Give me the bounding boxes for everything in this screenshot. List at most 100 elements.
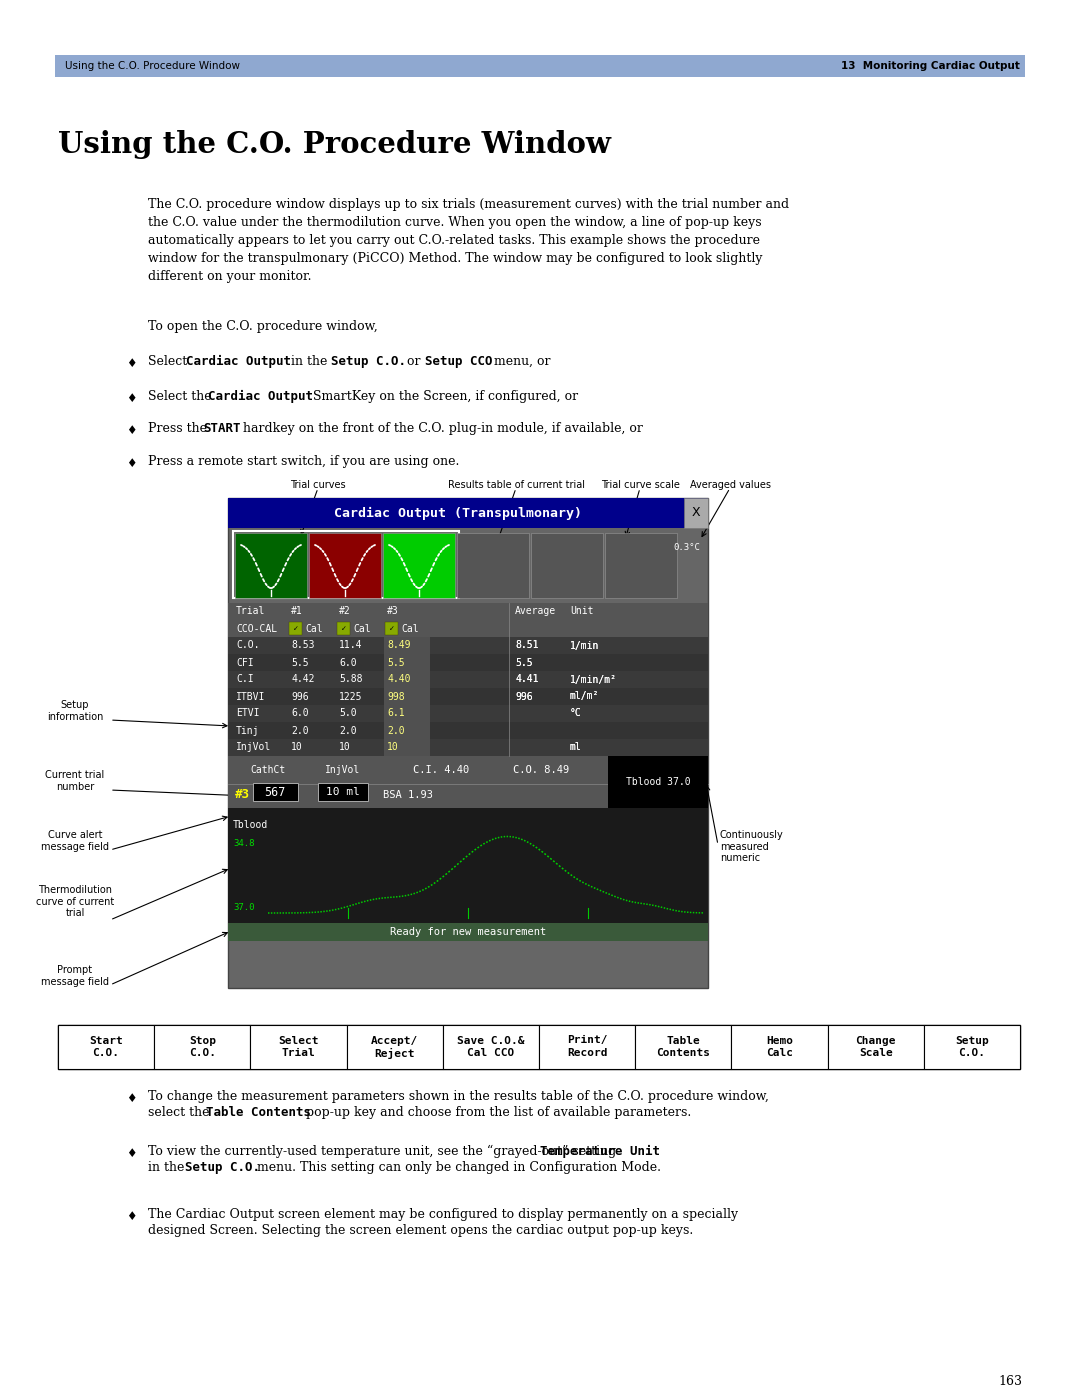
Bar (384, 722, 430, 739)
Text: Setup C.O.: Setup C.O. (332, 355, 406, 367)
Bar (384, 705, 430, 722)
Bar (384, 687, 430, 705)
Bar (384, 671, 430, 687)
Text: Unit: Unit (570, 606, 594, 616)
Text: #3: #3 (235, 788, 249, 802)
Text: Tblood: Tblood (233, 820, 268, 830)
Bar (228, 756, 708, 807)
Text: ml: ml (570, 742, 582, 753)
Text: 4.40: 4.40 (387, 675, 410, 685)
Text: Thermodilution
curve of current
trial: Thermodilution curve of current trial (36, 886, 114, 918)
Text: Setup: Setup (955, 1035, 989, 1045)
Text: Save C.O.&: Save C.O.& (457, 1035, 525, 1045)
Bar (228, 497, 708, 528)
Bar (635, 1025, 731, 1069)
Text: Trial curve scale: Trial curve scale (600, 481, 679, 490)
Text: Select the: Select the (148, 390, 216, 402)
Text: 8.49: 8.49 (387, 640, 410, 651)
Text: #1: #1 (291, 606, 302, 616)
Text: 2.0: 2.0 (291, 725, 309, 735)
Text: Select: Select (279, 1035, 319, 1045)
Bar (309, 534, 381, 598)
Text: Contents: Contents (657, 1049, 711, 1059)
Text: 37.0: 37.0 (233, 904, 255, 912)
Bar (531, 534, 603, 598)
Text: Cardiac Output: Cardiac Output (187, 355, 292, 367)
Text: 5.5: 5.5 (387, 658, 405, 668)
Text: InjVol: InjVol (237, 742, 271, 753)
Bar (608, 756, 708, 807)
Text: #2: #2 (339, 606, 351, 616)
Text: ✓: ✓ (293, 626, 298, 631)
Text: Tblood 37.0: Tblood 37.0 (625, 777, 690, 787)
Bar (253, 782, 298, 800)
Text: Tinj: Tinj (237, 725, 259, 735)
Bar (384, 654, 430, 671)
Bar (457, 534, 529, 598)
Text: 13  Monitoring Cardiac Output: 13 Monitoring Cardiac Output (841, 61, 1020, 71)
Text: CFI: CFI (237, 658, 254, 668)
Text: Using the C.O. Procedure Window: Using the C.O. Procedure Window (65, 61, 240, 71)
Text: The Cardiac Output screen element may be configured to display permanently on a : The Cardiac Output screen element may be… (148, 1208, 738, 1221)
Text: C.O.: C.O. (93, 1049, 120, 1059)
Text: 10: 10 (291, 742, 302, 753)
Text: Stop: Stop (189, 1035, 216, 1045)
Bar (58, 1025, 1020, 1069)
Text: 10 ml: 10 ml (326, 787, 360, 798)
Bar (154, 1025, 251, 1069)
Text: To change the measurement parameters shown in the results table of the C.O. proc: To change the measurement parameters sho… (148, 1090, 769, 1104)
Text: 11.4: 11.4 (339, 640, 363, 651)
Bar (827, 1025, 923, 1069)
Text: 6.0: 6.0 (339, 658, 356, 668)
Bar (923, 1025, 1020, 1069)
Text: 8.51: 8.51 (515, 640, 539, 651)
Text: 5.5: 5.5 (515, 658, 532, 668)
Text: CCO-CAL: CCO-CAL (237, 623, 278, 633)
Bar (228, 497, 708, 988)
Text: 5.5: 5.5 (291, 658, 309, 668)
Text: 996: 996 (291, 692, 309, 701)
Text: Curve alert
message field: Curve alert message field (41, 830, 109, 852)
Text: ✓: ✓ (340, 626, 347, 631)
Text: Current trial
number: Current trial number (45, 770, 105, 792)
Bar (731, 1025, 827, 1069)
Bar (55, 54, 1025, 77)
Bar (58, 1025, 154, 1069)
Text: 163: 163 (998, 1375, 1022, 1389)
Text: Print/: Print/ (567, 1035, 607, 1045)
Bar (384, 637, 430, 654)
Text: ♦: ♦ (126, 1147, 136, 1160)
Text: 1/min: 1/min (570, 640, 599, 651)
Text: 10: 10 (339, 742, 351, 753)
Text: The C.O. procedure window displays up to six trials (measurement curves) with th: The C.O. procedure window displays up to… (148, 198, 789, 211)
Text: Cal CCO: Cal CCO (468, 1049, 514, 1059)
Text: 1/min/m²: 1/min/m² (570, 675, 617, 685)
Text: or: or (403, 355, 424, 367)
Text: °C: °C (570, 708, 582, 718)
Text: Temperature Unit: Temperature Unit (540, 1146, 660, 1158)
Bar (347, 1025, 443, 1069)
Bar (228, 705, 708, 722)
Bar (318, 782, 368, 800)
Text: 8.53: 8.53 (291, 640, 314, 651)
Text: Scale: Scale (859, 1049, 892, 1059)
Text: Average: Average (515, 606, 556, 616)
Text: Results table of current trial: Results table of current trial (447, 481, 584, 490)
Bar (337, 622, 350, 636)
Text: Table Contents: Table Contents (206, 1106, 311, 1119)
Text: SmartKey on the Screen, if configured, or: SmartKey on the Screen, if configured, o… (309, 390, 579, 402)
Bar (228, 654, 708, 671)
Text: ♦: ♦ (126, 1210, 136, 1222)
Text: 1/min/m²: 1/min/m² (570, 675, 617, 685)
Text: Start: Start (90, 1035, 123, 1045)
Bar (289, 622, 302, 636)
Text: 2.0: 2.0 (339, 725, 356, 735)
Text: in the: in the (148, 1161, 188, 1173)
Text: ✓: ✓ (389, 626, 394, 631)
Bar (384, 622, 399, 636)
Text: ETVI: ETVI (237, 708, 259, 718)
Text: ♦: ♦ (126, 393, 136, 405)
Bar (605, 534, 677, 598)
Text: window for the transpulmonary (PiCCO) Method. The window may be configured to lo: window for the transpulmonary (PiCCO) Me… (148, 251, 762, 265)
Text: Cal: Cal (401, 623, 419, 633)
